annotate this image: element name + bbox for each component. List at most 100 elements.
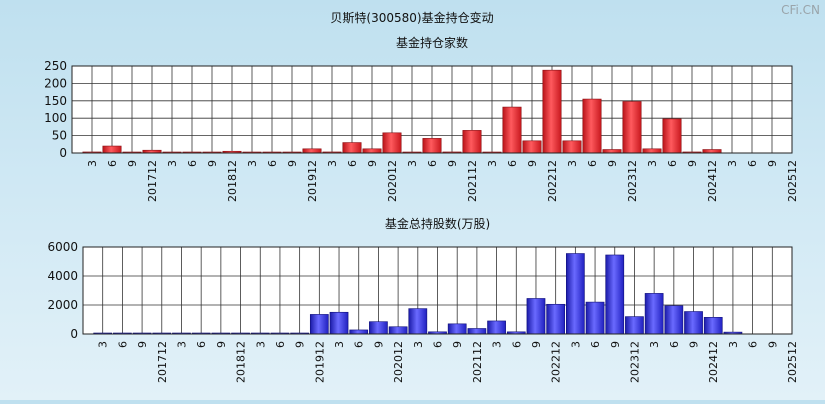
- x-tick-label-bottom: 6: [116, 341, 129, 348]
- x-tick-label-bottom: 9: [609, 341, 622, 348]
- x-tick-label-top: 3: [246, 160, 259, 167]
- watermark: CFi.CN: [781, 3, 820, 17]
- x-tick-label-bottom: 6: [747, 341, 760, 348]
- bar-top-201912: [302, 148, 322, 154]
- x-tick-label-top: 202212: [546, 160, 559, 202]
- x-tick-label-bottom: 3: [175, 341, 188, 348]
- x-tick-label-bottom: 3: [97, 341, 110, 348]
- x-tick-label-top: 3: [566, 160, 579, 167]
- y-tick-label-top: 100: [44, 111, 67, 125]
- main-title: 贝斯特(300580)基金持仓变动: [330, 10, 493, 25]
- x-tick-label-top: 3: [646, 160, 659, 167]
- x-tick-label-top: 3: [326, 160, 339, 167]
- bar-top-202209: [522, 140, 542, 154]
- x-tick-label-top: 201912: [306, 160, 319, 202]
- bar-top-202312: [622, 101, 642, 154]
- y-tick-label-top: 0: [59, 146, 67, 160]
- x-tick-label-bottom: 6: [589, 341, 602, 348]
- x-tick-label-bottom: 9: [294, 341, 307, 348]
- x-tick-label-bottom: 3: [727, 341, 740, 348]
- bar-top-202303: [562, 140, 582, 154]
- bar-top-202106: [422, 138, 442, 154]
- x-tick-label-bottom: 6: [274, 341, 287, 348]
- x-tick-label-bottom: 3: [648, 341, 661, 348]
- x-tick-label-top: 9: [526, 160, 539, 167]
- bar-bottom-202003: [329, 311, 349, 335]
- bar-top-202212: [542, 69, 562, 154]
- bar-bottom-202409: [684, 311, 703, 335]
- x-tick-label-top: 202512: [786, 160, 799, 202]
- bar-top-202009: [362, 148, 382, 154]
- plot-frame-bottom: [82, 246, 793, 335]
- chart-title-bottom: 基金总持股数(万股): [385, 216, 490, 231]
- bar-bottom-202109: [447, 323, 467, 335]
- bar-top-202012: [382, 132, 402, 154]
- x-tick-label-bottom: 6: [510, 341, 523, 348]
- x-tick-label-bottom: 3: [254, 341, 267, 348]
- y-tick-label-bottom: 2000: [47, 298, 78, 312]
- bar-top-202006: [342, 142, 362, 154]
- x-tick-label-bottom: 6: [353, 341, 366, 348]
- x-tick-label-top: 3: [406, 160, 419, 167]
- x-tick-label-top: 6: [426, 160, 439, 167]
- bar-top-202112: [462, 130, 482, 154]
- x-tick-label-top: 9: [206, 160, 219, 167]
- bar-top-202403: [642, 148, 662, 154]
- bar-bottom-202112: [467, 328, 487, 335]
- bar-bottom-202309: [605, 254, 625, 335]
- x-tick-label-top: 3: [486, 160, 499, 167]
- x-tick-label-top: 6: [746, 160, 759, 167]
- y-tick-label-bottom: 0: [70, 327, 78, 341]
- x-tick-label-bottom: 201912: [313, 341, 326, 383]
- bar-top-201706: [102, 145, 122, 154]
- x-tick-label-top: 9: [446, 160, 459, 167]
- x-tick-label-bottom: 6: [668, 341, 681, 348]
- bar-bottom-202306: [585, 301, 605, 335]
- bar-bottom-202203: [487, 320, 506, 335]
- x-tick-label-top: 201812: [226, 160, 239, 202]
- y-tick-label-top: 250: [44, 59, 67, 73]
- x-tick-label-top: 202412: [706, 160, 719, 202]
- x-tick-label-top: 6: [186, 160, 199, 167]
- x-tick-label-top: 6: [106, 160, 119, 167]
- x-tick-label-bottom: 9: [530, 341, 543, 348]
- x-tick-label-top: 9: [286, 160, 299, 167]
- x-tick-label-top: 201712: [146, 160, 159, 202]
- bar-top-202206: [502, 106, 522, 154]
- x-tick-label-bottom: 202412: [707, 341, 720, 383]
- x-tick-label-top: 6: [506, 160, 519, 167]
- y-tick-label-top: 200: [44, 76, 67, 90]
- x-tick-label-bottom: 9: [136, 341, 149, 348]
- x-tick-label-top: 3: [86, 160, 99, 167]
- x-tick-label-top: 6: [666, 160, 679, 167]
- x-tick-label-bottom: 9: [688, 341, 701, 348]
- x-tick-label-bottom: 202112: [471, 341, 484, 383]
- x-tick-label-bottom: 3: [333, 341, 346, 348]
- x-tick-label-bottom: 9: [766, 341, 779, 348]
- x-tick-label-top: 3: [166, 160, 179, 167]
- y-tick-label-bottom: 6000: [47, 240, 78, 254]
- x-tick-label-bottom: 6: [195, 341, 208, 348]
- bar-bottom-202212: [546, 303, 566, 335]
- x-tick-label-top: 9: [126, 160, 139, 167]
- x-tick-label-bottom: 9: [451, 341, 464, 348]
- x-tick-label-bottom: 202312: [628, 341, 641, 383]
- x-tick-label-bottom: 201712: [156, 341, 169, 383]
- x-tick-label-top: 6: [346, 160, 359, 167]
- y-tick-label-bottom: 4000: [47, 269, 78, 283]
- bar-bottom-202103: [408, 308, 428, 335]
- x-tick-label-bottom: 202212: [550, 341, 563, 383]
- bar-bottom-202209: [526, 298, 546, 335]
- x-tick-label-bottom: 202012: [392, 341, 405, 383]
- bar-top-202406: [662, 118, 682, 154]
- x-tick-label-bottom: 9: [372, 341, 385, 348]
- bar-bottom-201912: [309, 314, 329, 335]
- bar-bottom-202012: [388, 326, 408, 335]
- bar-bottom-202406: [664, 305, 684, 335]
- x-tick-label-top: 6: [266, 160, 279, 167]
- x-tick-label-top: 9: [686, 160, 699, 167]
- bar-top-202309: [602, 149, 622, 154]
